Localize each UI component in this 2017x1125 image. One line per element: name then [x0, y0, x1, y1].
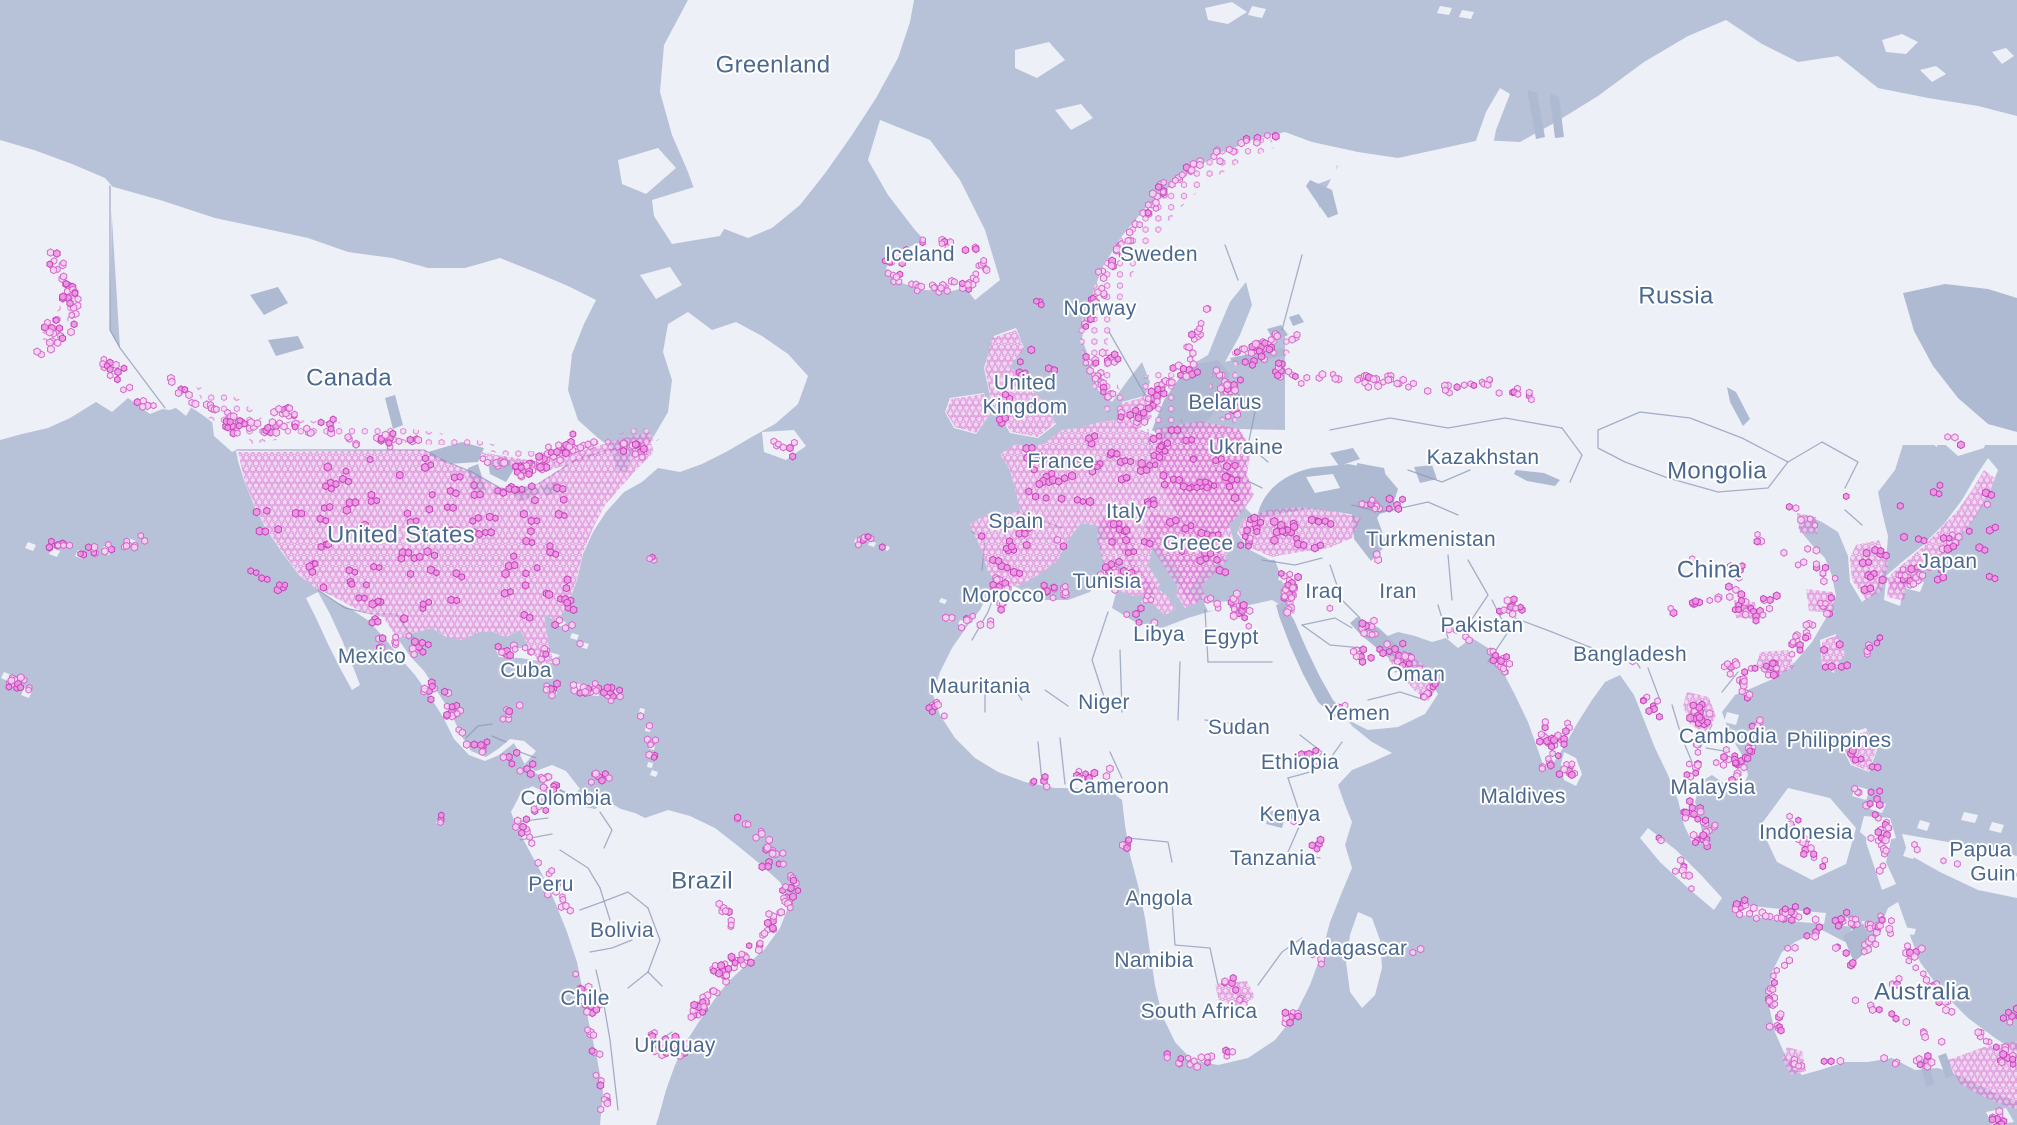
coverage-regions-layer: [40, 136, 2017, 1110]
coverage-region-johannesburg: [1215, 981, 1255, 1007]
coverage-region-japan-kyushu: [1887, 577, 1907, 601]
coverage-region-sardinia-corsica: [1097, 516, 1116, 565]
coverage-region-japan-honshu: [1889, 470, 1995, 591]
coverage-region-sicily: [1117, 580, 1153, 596]
coverage-region-balkans-greece: [1144, 512, 1228, 605]
coverage-region-norway-coastband: [1078, 136, 1274, 429]
coverage-region-us-conus: [238, 440, 654, 666]
coverage-region-turkey: [1238, 507, 1361, 557]
coverage-region-ireland: [946, 394, 990, 433]
coverage-trails-layer: [5, 131, 2010, 1125]
coverage-speckles-layer: [247, 345, 1999, 772]
coverage-region-italy: [1101, 519, 1176, 615]
